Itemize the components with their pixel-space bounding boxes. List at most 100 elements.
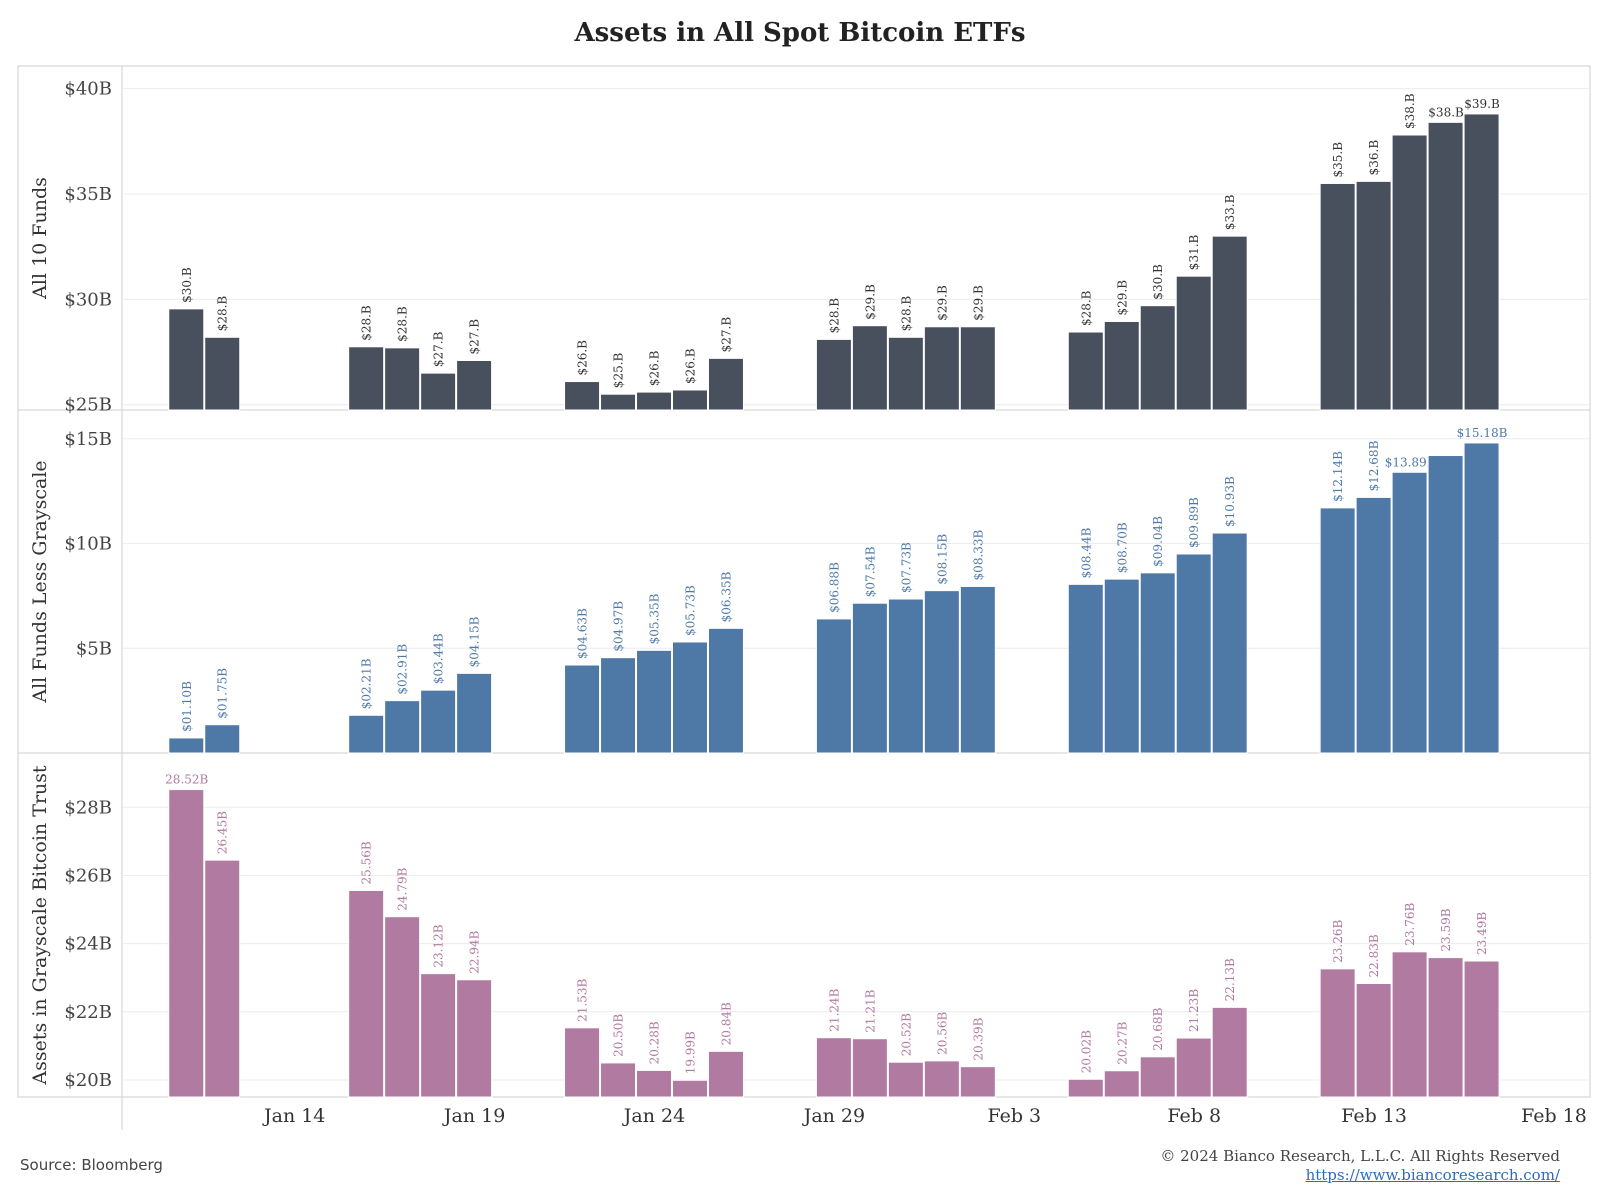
y-axis-title: Assets in Grayscale Bitcoin Trust xyxy=(29,765,51,1085)
bar xyxy=(851,602,888,754)
bar xyxy=(1067,331,1104,411)
data-label: $38.B xyxy=(1428,105,1464,119)
data-label: $01.75B xyxy=(216,668,230,719)
bar xyxy=(851,325,888,411)
bar xyxy=(923,326,960,411)
panel-2: $5B $10B $15B All Funds Less Grayscale $01.1… xyxy=(18,426,1590,754)
y-tick-label: $26B xyxy=(64,865,112,886)
bar xyxy=(600,657,637,754)
data-label: $35.B xyxy=(1331,142,1345,178)
data-label: $06.88B xyxy=(827,562,841,613)
bar xyxy=(636,391,672,411)
bar xyxy=(1427,957,1464,1098)
bar xyxy=(1319,182,1356,411)
data-label: 20.02B xyxy=(1079,1030,1093,1073)
data-label: $28.B xyxy=(216,296,230,332)
data-label: $02.21B xyxy=(360,658,374,709)
bar xyxy=(672,641,708,754)
data-label: $04.63B xyxy=(576,608,590,659)
data-label: 24.79B xyxy=(396,867,410,910)
data-label: $31.B xyxy=(1187,234,1201,270)
bar xyxy=(707,627,744,754)
x-tick-label: Jan 14 xyxy=(262,1105,325,1127)
data-label: $33.B xyxy=(1223,194,1237,230)
data-label: $12.14B xyxy=(1331,451,1345,502)
data-label: $01.10B xyxy=(180,681,194,732)
bar xyxy=(815,1037,852,1098)
panel-3: $20B $22B $24B $26B $28B Assets in Grayscale … xyxy=(18,765,1590,1098)
bar xyxy=(384,347,421,411)
data-label: $30.B xyxy=(1151,264,1165,300)
bar xyxy=(887,1061,924,1098)
source-note: Source: Bloomberg xyxy=(20,1156,163,1174)
data-label: $07.54B xyxy=(863,546,877,597)
bar xyxy=(815,618,852,754)
data-label: $08.15B xyxy=(935,534,949,585)
data-label: 22.94B xyxy=(468,930,482,973)
bar xyxy=(1355,180,1392,411)
bar xyxy=(348,889,385,1098)
bar xyxy=(384,700,421,754)
bar xyxy=(636,1069,672,1098)
bar xyxy=(672,1079,708,1098)
data-label: $27.B xyxy=(432,331,446,367)
bar xyxy=(1391,134,1428,411)
bar xyxy=(1175,1037,1212,1098)
data-label: $09.04B xyxy=(1151,516,1165,567)
copyright-note: © 2024 Bianco Research, L.L.C. All Right… xyxy=(1160,1147,1560,1165)
data-label: 20.28B xyxy=(648,1021,662,1064)
y-tick-label: $20B xyxy=(64,1070,112,1091)
data-label: 25.56B xyxy=(360,841,374,884)
data-label: $26.B xyxy=(683,348,697,384)
data-label: 20.50B xyxy=(612,1014,626,1057)
data-label: $29.B xyxy=(971,285,985,321)
y-tick-label: $22B xyxy=(64,1002,112,1023)
website-link[interactable]: https://www.biancoresearch.com/ xyxy=(1305,1166,1560,1184)
bar xyxy=(564,381,601,411)
bar xyxy=(1427,121,1464,411)
bar xyxy=(1139,305,1176,411)
bar xyxy=(959,585,996,754)
panel-1: $25B $30B $35B $40B All 10 Funds $30.B $28.B $2… xyxy=(18,79,1590,416)
data-label: 28.52B xyxy=(165,773,208,787)
data-label: $02.91B xyxy=(396,644,410,695)
bar xyxy=(1067,1078,1104,1098)
bar xyxy=(1355,496,1392,754)
data-label: $28.B xyxy=(396,306,410,342)
bar xyxy=(672,389,708,411)
data-label: $08.70B xyxy=(1115,522,1129,573)
bar xyxy=(348,346,385,411)
bar xyxy=(420,973,457,1098)
data-label: $07.73B xyxy=(899,542,913,593)
bar xyxy=(1139,572,1176,754)
data-label: $12.68B xyxy=(1367,440,1381,491)
data-label: $39.B xyxy=(1464,97,1500,111)
y-tick-label: $40B xyxy=(64,79,112,100)
data-label: $05.73B xyxy=(683,585,697,636)
bar xyxy=(707,357,744,411)
data-label: $28.B xyxy=(360,305,374,341)
x-tick-label: Feb 8 xyxy=(1167,1105,1221,1127)
bar xyxy=(1463,113,1500,411)
bar xyxy=(1067,583,1104,754)
data-label: $03.44B xyxy=(432,633,446,684)
bar xyxy=(1463,960,1500,1098)
bar xyxy=(1463,442,1500,754)
bar xyxy=(168,308,205,411)
bar xyxy=(600,393,637,411)
data-label: 21.23B xyxy=(1187,989,1201,1032)
data-label: $26.B xyxy=(576,340,590,376)
data-label: $05.35B xyxy=(648,593,662,644)
bar xyxy=(1391,471,1428,754)
data-label: 21.53B xyxy=(576,978,590,1021)
data-label: 20.68B xyxy=(1151,1007,1165,1050)
y-tick-label: $25B xyxy=(64,395,112,416)
bar xyxy=(923,590,960,754)
y-tick-label: $30B xyxy=(64,289,112,310)
bar xyxy=(1319,968,1356,1098)
data-label: 21.24B xyxy=(827,988,841,1031)
x-tick-label: Feb 18 xyxy=(1521,1105,1587,1127)
bar xyxy=(168,789,205,1098)
y-tick-label: $5B xyxy=(76,638,112,659)
bar xyxy=(959,1066,996,1098)
